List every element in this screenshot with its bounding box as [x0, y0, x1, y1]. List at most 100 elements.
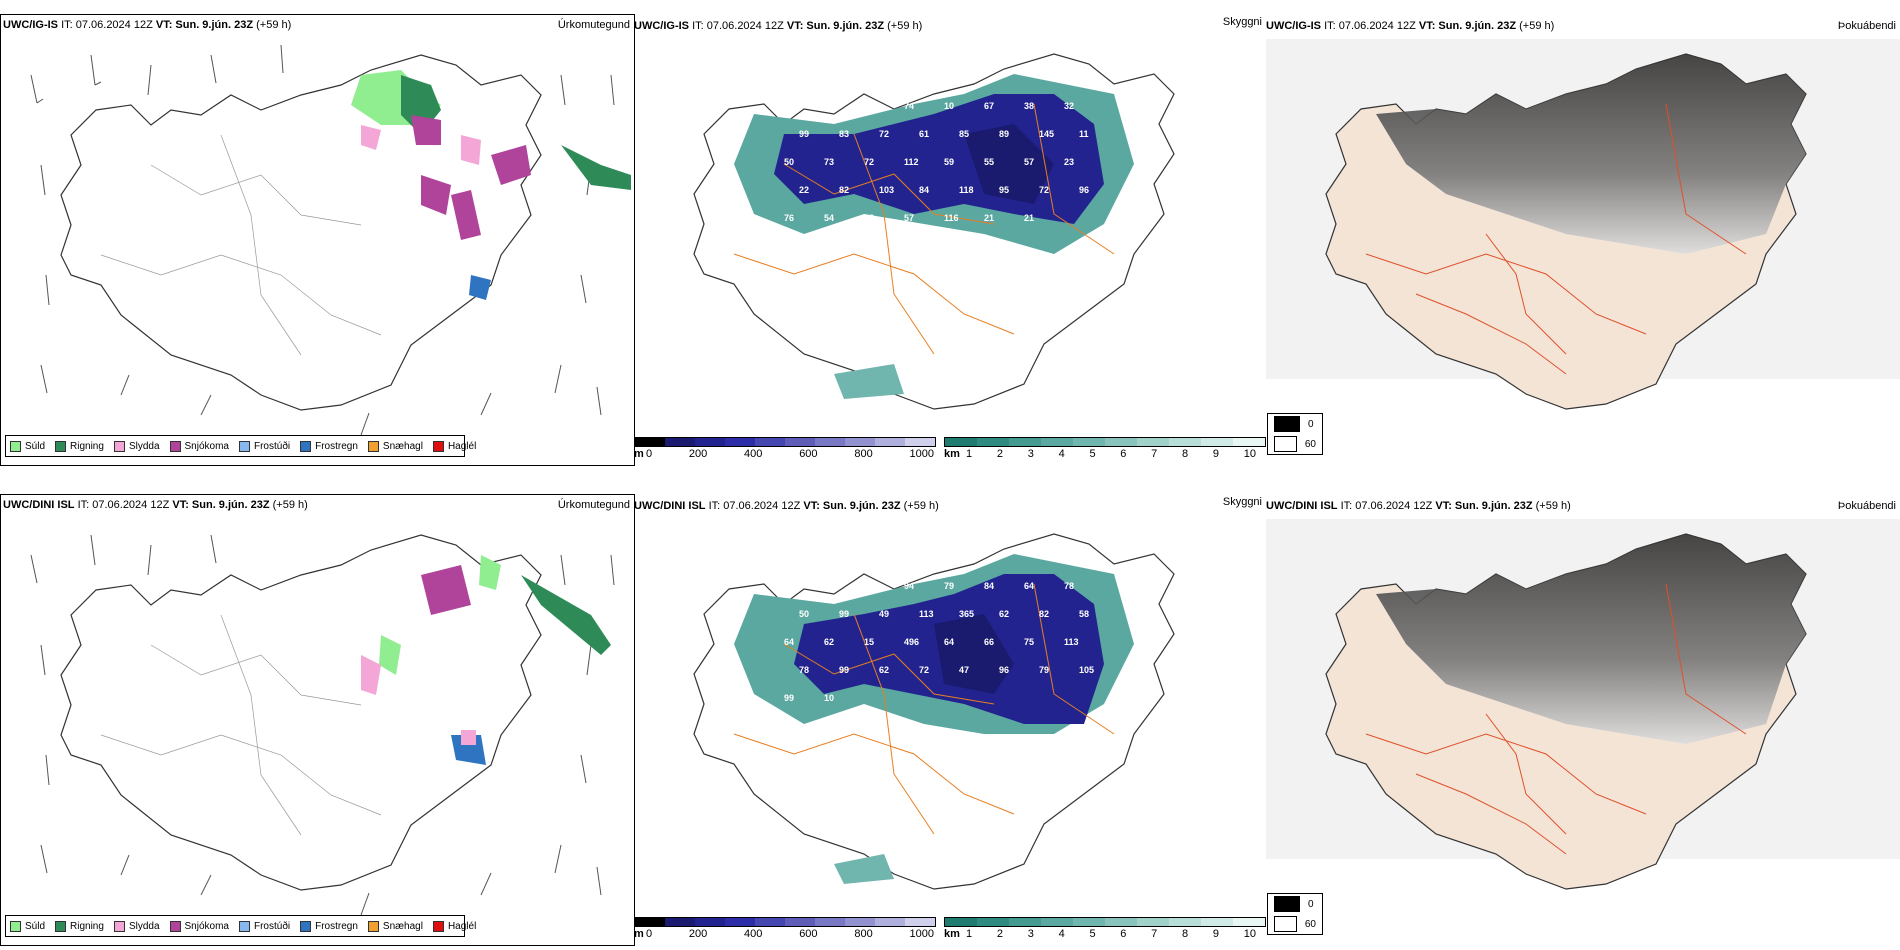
colorbar-cell [1201, 918, 1233, 926]
cloud-labels: 66 55 68 74 10 67 38 32 99 83 72 61 85 89 145 11 50 73 72 1… [784, 101, 1089, 223]
legend-swatch [169, 440, 181, 452]
colorbar-cell [695, 918, 725, 926]
height-ticks: 0 200 400 600 800 1000 [646, 448, 934, 460]
roads [733, 103, 1115, 355]
colorbar-cell [785, 438, 815, 446]
colorbar-cell [665, 918, 695, 926]
legend-item: Súld [10, 440, 45, 452]
colorbar-cell [815, 438, 845, 446]
colorbar-cell [845, 438, 875, 446]
fog-swatch [1274, 436, 1297, 452]
visibility-scale-bottom: km 1 2 3 4 5 6 7 8 9 10 [944, 917, 1268, 943]
cloud-base-label: 55 [824, 581, 834, 591]
wind-barbs [30, 44, 615, 436]
fog-swatch [1274, 916, 1297, 932]
colorbar-cell [1201, 438, 1233, 446]
cloud-base-label: 102 [784, 581, 799, 591]
cloud-panel-top: 66 55 68 74 10 67 38 32 99 83 72 61 85 89 145 11 50 73 72 1… [634, 14, 1264, 464]
cloud-base-label: 64 [944, 637, 954, 647]
cloud-base-label: 89 [999, 129, 1009, 139]
cloud-base-label: 78 [799, 665, 809, 675]
fog-header-top: UWC/IG-IS IT: 07.06.2024 12Z VT: Sun. 9.… [1266, 20, 1555, 32]
height-unit: m [634, 928, 644, 940]
cloud-base-label: 72 [919, 665, 929, 675]
cloud-base-label: 38 [1024, 101, 1034, 111]
cloud-base-label: 64 [1024, 581, 1034, 591]
height-colorbar [634, 917, 936, 927]
cloud-base-label: 59 [944, 157, 954, 167]
legend-swatch [432, 440, 444, 452]
legend-item: Snjókoma [169, 920, 229, 932]
colorbar-cell [1169, 438, 1201, 446]
cloud-base-label: 112 [904, 157, 919, 167]
legend-item: Snæhagl [367, 920, 423, 932]
cloud-base-label: 21 [1024, 213, 1034, 223]
colorbar-cell [1009, 438, 1041, 446]
visibility-unit: km [944, 448, 960, 460]
precip-areas [351, 70, 631, 300]
colorbar-cell [1169, 918, 1201, 926]
cloud-title-top: Skyggni [1222, 16, 1262, 28]
visibility-scale-top: km 1 2 3 4 5 6 7 8 9 10 [944, 437, 1268, 463]
cloud-base-label: 67 [984, 101, 994, 111]
fog-swatch [1274, 416, 1300, 432]
colorbar-cell [977, 918, 1009, 926]
cloud-base-label: 83 [839, 129, 849, 139]
cloud-base-label: 96 [999, 665, 1009, 675]
cloud-base-label: 55 [984, 157, 994, 167]
fog-panel-top: UWC/IG-IS IT: 07.06.2024 12Z VT: Sun. 9.… [1266, 14, 1900, 464]
cloud-base-label: 15 [864, 637, 874, 647]
cloud-base-label: 57 [1024, 157, 1034, 167]
legend-swatch [238, 920, 250, 932]
colorbar-cell [725, 438, 755, 446]
legend-swatch [10, 920, 21, 932]
cloud-base-label: 79 [1039, 665, 1049, 675]
cloud-base-label: 76 [784, 213, 794, 223]
fog-legend-row: 60 [1268, 434, 1322, 454]
legend-item: Haglél [432, 920, 476, 932]
fog-legend-row: 60 [1268, 914, 1322, 934]
precip-areas [361, 555, 611, 765]
fog-legend-row: 0 [1268, 414, 1322, 434]
fog-title-bottom: Þokuábendi [1837, 500, 1896, 512]
precip-legend-top: Súld Rigning Slydda Snjókoma Frostúði Fr… [5, 435, 476, 457]
precip-header-top: UWC/IG-IS IT: 07.06.2024 12Z VT: Sun. 9.… [3, 19, 292, 31]
cloud-labels: 102 55 81 94 79 84 64 78 50 99 49 113 365 62 82 58 64 62 1… [784, 581, 1094, 703]
legend-swatch [300, 440, 312, 452]
fog-area [1376, 534, 1806, 744]
height-colorbar [634, 437, 936, 447]
cloud-base-label: 95 [999, 185, 1009, 195]
cloud-base-label: 99 [799, 129, 809, 139]
legend-swatch [300, 920, 312, 932]
legend-item: Súld [10, 920, 45, 932]
roads [1365, 583, 1747, 855]
precip-title-top: Úrkomutegund [557, 19, 630, 31]
cloud-base-label: 57 [904, 213, 914, 223]
legend-item: Slydda [113, 920, 160, 932]
cloud-header-top: UWC/IG-IS IT: 07.06.2024 12Z VT: Sun. 9.… [634, 20, 923, 32]
legend-item: Rigning [55, 440, 104, 452]
fog-map-top [1266, 39, 1900, 410]
cloud-base-label: 72 [879, 129, 889, 139]
cloud-base-label: 62 [999, 609, 1009, 619]
colorbar-cell [1041, 438, 1073, 446]
fog-legend-bottom: 0 60 [1267, 893, 1323, 935]
cloud-base-label: 38 [864, 213, 874, 223]
cloud-map-bottom: 102 55 81 94 79 84 64 78 50 99 49 113 365 62 82 58 64 62 1… [693, 533, 1175, 890]
legend-item: Snjókoma [169, 440, 229, 452]
colorbar-cell [1009, 918, 1041, 926]
colorbar-cell [1105, 918, 1137, 926]
legend-swatch [10, 440, 21, 452]
cloud-base-label: 105 [1079, 665, 1094, 675]
cloud-base-label: 99 [839, 609, 849, 619]
fog-map-bottom [1266, 519, 1900, 890]
cloud-base-label: 96 [1079, 185, 1089, 195]
cloud-map-top: 66 55 68 74 10 67 38 32 99 83 72 61 85 89 145 11 50 73 72 1… [693, 53, 1175, 410]
legend-swatch [113, 440, 125, 452]
colorbar-cell [1073, 918, 1105, 926]
cloud-base-label: 82 [839, 185, 849, 195]
cloud-header-bottom: UWC/DINI ISL IT: 07.06.2024 12Z VT: Sun.… [634, 500, 939, 512]
visibility-ticks: 1 2 3 4 5 6 7 8 9 10 [966, 448, 1256, 460]
fog-header-bottom: UWC/DINI ISL IT: 07.06.2024 12Z VT: Sun.… [1266, 500, 1571, 512]
cloud-base-label: 99 [784, 693, 794, 703]
